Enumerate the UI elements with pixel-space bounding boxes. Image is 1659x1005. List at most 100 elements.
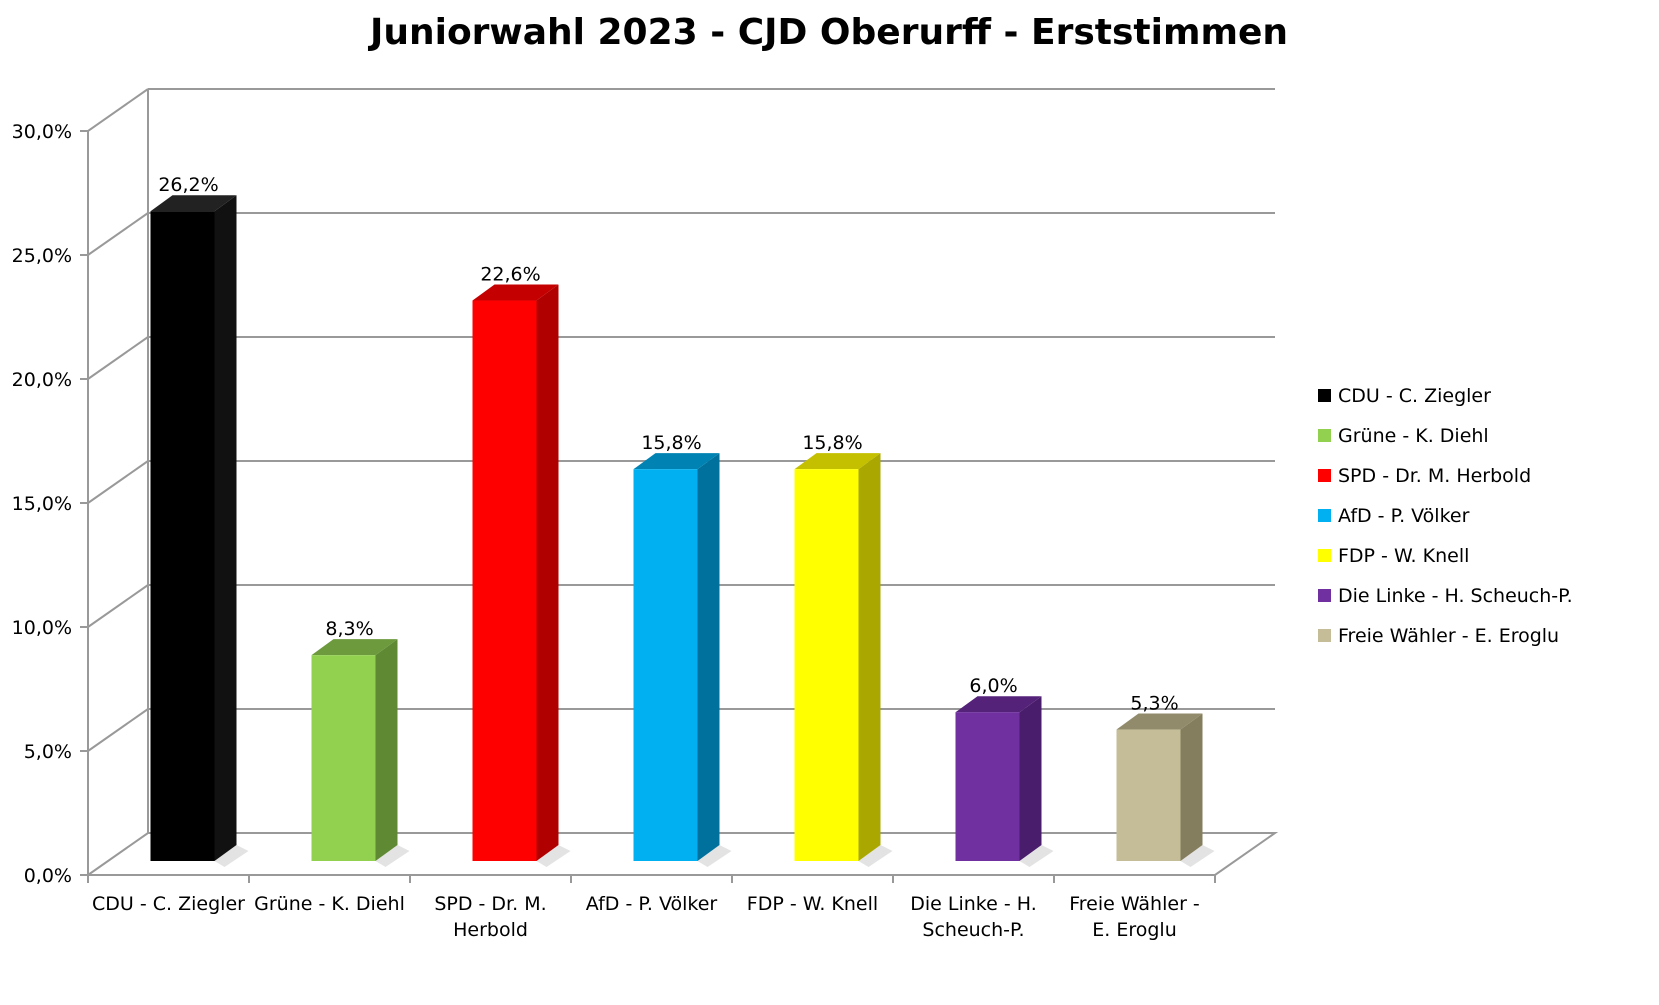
bar-top [955, 696, 1042, 713]
x-category-label: CDU - C. Ziegler [92, 893, 245, 915]
bar-front [150, 211, 215, 862]
x-category-label-line: Grüne - K. Diehl [254, 893, 405, 915]
bar-front [311, 655, 376, 861]
x-category-label-line: Herbold [453, 919, 528, 941]
x-category-label-line: E. Eroglu [1092, 919, 1177, 941]
bar [150, 195, 249, 867]
bar-front [955, 712, 1020, 861]
gridline-wall [87, 336, 149, 380]
y-tick-label: 10,0% [12, 617, 72, 639]
bar-side [858, 453, 881, 861]
bar [633, 453, 732, 867]
bar-top [150, 195, 237, 212]
bar-top [472, 284, 559, 301]
x-category-label: SPD - Dr. M. Herbold [434, 893, 546, 941]
bar-shadow [1019, 845, 1054, 867]
data-label: 5,3% [1130, 693, 1178, 715]
bar-side [375, 639, 398, 861]
legend-swatch [1318, 429, 1331, 442]
data-label: 6,0% [969, 675, 1017, 697]
legend-swatch [1318, 589, 1331, 602]
legend: CDU - C. Ziegler Grüne - K. Diehl SPD - Dr… [1318, 385, 1573, 647]
y-tick-label: 20,0% [12, 369, 72, 391]
bar-shadow [697, 845, 732, 867]
gridline-wall [87, 584, 149, 628]
bar [955, 696, 1054, 867]
x-category-label: AfD - P. Völker [586, 893, 718, 915]
data-label: 26,2% [158, 174, 218, 196]
bar-side [1019, 696, 1042, 861]
x-category-label-line: Freie Wähler - [1069, 893, 1200, 915]
legend-swatch [1318, 629, 1331, 642]
legend-label: CDU - C. Ziegler [1338, 385, 1491, 407]
x-axis-labels: CDU - C. Ziegler Grüne - K. Diehl SPD - Dr… [87, 875, 1216, 941]
gridline-wall [87, 708, 149, 752]
bar [311, 639, 410, 867]
bar-shadow [1180, 845, 1215, 867]
legend-label: FDP - W. Knell [1338, 545, 1469, 567]
bar-side [536, 284, 559, 861]
y-tick-label: 15,0% [12, 493, 72, 515]
bar-front [794, 469, 859, 861]
legend-label: Grüne - K. Diehl [1338, 425, 1489, 447]
x-category-label-line: SPD - Dr. M. [434, 893, 546, 915]
legend-swatch [1318, 389, 1331, 402]
bar-front [472, 300, 537, 861]
legend-item: SPD - Dr. M. Herbold [1318, 465, 1531, 487]
bar-side [214, 195, 237, 862]
x-category-label: FDP - W. Knell [747, 893, 878, 915]
legend-item: AfD - P. Völker [1318, 505, 1470, 527]
bar-front [633, 469, 698, 861]
bar-shadow [214, 845, 249, 867]
gridline-wall [87, 460, 149, 504]
bar-top [311, 639, 398, 656]
data-label: 15,8% [802, 432, 862, 454]
bar [794, 453, 893, 867]
data-label: 15,8% [641, 432, 701, 454]
gridline-wall [87, 212, 149, 256]
legend-item: Die Linke - H. Scheuch-P. [1318, 585, 1573, 607]
data-label: 22,6% [480, 264, 540, 286]
bar-shadow [375, 845, 410, 867]
data-label: 8,3% [325, 618, 373, 640]
legend-label: SPD - Dr. M. Herbold [1338, 465, 1531, 487]
y-tick-label: 5,0% [24, 741, 72, 763]
legend-swatch [1318, 469, 1331, 482]
legend-swatch [1318, 509, 1331, 522]
bar-top [1116, 713, 1203, 730]
legend-label: AfD - P. Völker [1338, 505, 1470, 527]
legend-label: Die Linke - H. Scheuch-P. [1338, 585, 1573, 607]
y-tick-label: 25,0% [12, 245, 72, 267]
bar-shadow [858, 845, 893, 867]
bar [1116, 713, 1215, 867]
x-category-label-line: FDP - W. Knell [747, 893, 878, 915]
x-category-label: Die Linke - H. Scheuch-P. [910, 893, 1037, 941]
legend-swatch [1318, 549, 1331, 562]
bar-top [794, 453, 881, 470]
gridline-wall [87, 88, 149, 132]
x-category-label-line: Die Linke - H. [910, 893, 1037, 915]
x-category-label-line: AfD - P. Völker [586, 893, 718, 915]
legend-label: Freie Wähler - E. Eroglu [1338, 625, 1559, 647]
chart-title: Juniorwahl 2023 - CJD Oberurff - Erststi… [367, 12, 1288, 53]
bar-shadow [536, 845, 571, 867]
legend-item: Freie Wähler - E. Eroglu [1318, 625, 1559, 647]
bar-front [1116, 729, 1181, 861]
bar-side [697, 453, 720, 861]
bar-top [633, 453, 720, 470]
x-category-label: Grüne - K. Diehl [254, 893, 405, 915]
x-category-label: Freie Wähler - E. Eroglu [1069, 893, 1200, 941]
y-tick-label: 30,0% [12, 121, 72, 143]
legend-item: FDP - W. Knell [1318, 545, 1469, 567]
legend-item: CDU - C. Ziegler [1318, 385, 1491, 407]
x-category-label-line: Scheuch-P. [922, 919, 1024, 941]
bars [150, 195, 1215, 867]
y-axis-ticks: 0,0% 5,0% 10,0% 15,0% 20,0% 25,0% 30,0% [12, 121, 88, 887]
y-tick-label: 0,0% [24, 865, 72, 887]
bar-side [1180, 713, 1203, 861]
bar [472, 284, 571, 867]
legend-item: Grüne - K. Diehl [1318, 425, 1489, 447]
data-labels: 26,2% 8,3% 22,6% 15,8% 15,8% 6,0% 5,3% [158, 174, 1178, 714]
x-category-label-line: CDU - C. Ziegler [92, 893, 245, 915]
